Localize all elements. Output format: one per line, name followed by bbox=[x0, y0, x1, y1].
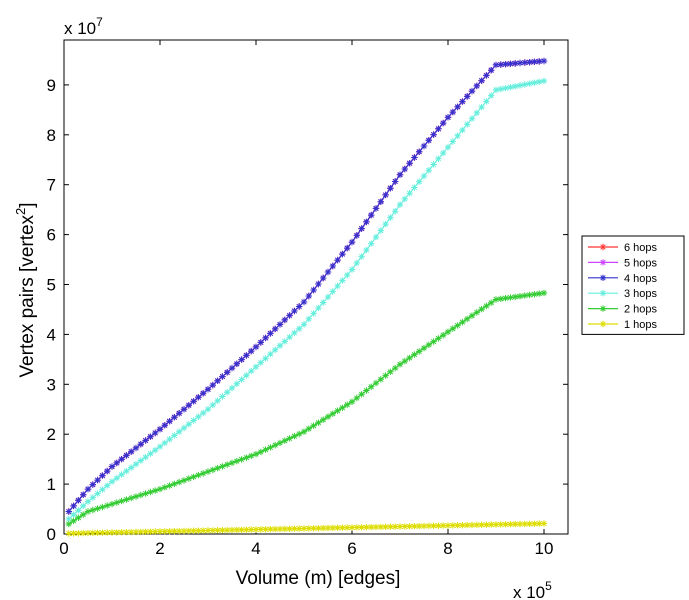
legend-swatch-marker bbox=[599, 243, 607, 251]
series-4-hops bbox=[65, 57, 548, 515]
legend-swatch-marker bbox=[599, 274, 607, 281]
x-tick-label: 0 bbox=[59, 539, 68, 558]
y-tick-label: 4 bbox=[47, 325, 56, 344]
x-tick-label: 4 bbox=[251, 539, 260, 558]
x-tick-label: 8 bbox=[443, 539, 452, 558]
y-axis-label: Vertex pairs [vertex2] bbox=[13, 202, 38, 377]
legend-swatch-marker bbox=[599, 320, 607, 328]
y-tick-label: 2 bbox=[47, 425, 56, 444]
x-multiplier: x 105 bbox=[513, 579, 552, 600]
legend-swatch-marker bbox=[599, 290, 607, 297]
y-multiplier: x 107 bbox=[64, 15, 103, 38]
x-tick-label: 2 bbox=[155, 539, 164, 558]
y-tick-label: 3 bbox=[47, 375, 56, 394]
x-tick-label: 6 bbox=[347, 539, 356, 558]
legend-label: 2 hops bbox=[624, 304, 658, 316]
series-3-hops bbox=[65, 77, 548, 523]
legend-label: 1 hops bbox=[624, 319, 658, 331]
legend-swatch-marker bbox=[599, 305, 607, 312]
y-tick-label: 1 bbox=[47, 475, 56, 494]
series-markers bbox=[65, 77, 548, 523]
plot-area: 0 2 4 6 8 10 0 1 2 3 4 5 6 7 8 9 bbox=[47, 39, 569, 558]
series-markers bbox=[65, 57, 548, 515]
x-axis-label: Volume (m) [edges] bbox=[236, 568, 401, 589]
legend-swatch-marker bbox=[599, 259, 607, 266]
series-layer bbox=[65, 57, 548, 537]
series-markers bbox=[65, 289, 548, 528]
x-tick-label: 10 bbox=[535, 539, 554, 558]
legend-label: 3 hops bbox=[624, 288, 658, 300]
y-tick-label: 8 bbox=[47, 126, 56, 145]
y-tick-label: 5 bbox=[47, 276, 56, 295]
y-tick-label: 7 bbox=[47, 176, 56, 195]
series-1-hops bbox=[65, 520, 548, 537]
legend-label: 4 hops bbox=[624, 273, 658, 285]
y-tick-label: 6 bbox=[47, 226, 56, 245]
series-markers bbox=[65, 520, 548, 537]
series-2-hops bbox=[65, 289, 548, 528]
legend-label: 5 hops bbox=[624, 257, 658, 269]
legend: 6 hops 5 hops 4 hops 3 hops 2 hops 1 hops bbox=[581, 235, 685, 335]
y-tick-label: 9 bbox=[47, 76, 56, 95]
legend-label: 6 hops bbox=[624, 242, 658, 254]
y-tick-label: 0 bbox=[47, 525, 56, 544]
legend-box bbox=[581, 235, 685, 335]
